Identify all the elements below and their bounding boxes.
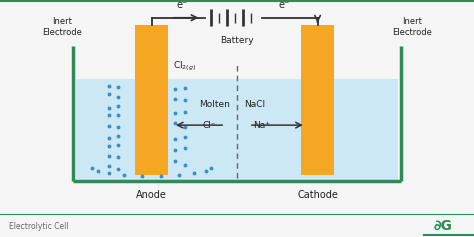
Bar — [301, 25, 334, 175]
Text: Cl$_{2(g)}$: Cl$_{2(g)}$ — [173, 60, 196, 73]
Text: ∂G: ∂G — [434, 219, 453, 233]
Text: Cl⁻: Cl⁻ — [202, 121, 216, 130]
Text: Inert
Electrode: Inert Electrode — [392, 17, 432, 37]
Text: Anode: Anode — [136, 190, 167, 200]
Text: Na⁺: Na⁺ — [254, 121, 271, 130]
Bar — [76, 79, 398, 180]
Text: Electrolytic Cell: Electrolytic Cell — [9, 222, 69, 231]
Text: e⁻: e⁻ — [279, 0, 290, 10]
Text: NaCl: NaCl — [244, 100, 265, 109]
Text: e⁻: e⁻ — [177, 0, 188, 10]
Bar — [135, 25, 168, 175]
Text: Molten: Molten — [199, 100, 230, 109]
Text: Cathode: Cathode — [297, 190, 338, 200]
Text: Battery: Battery — [220, 36, 254, 46]
Text: Inert
Electrode: Inert Electrode — [42, 17, 82, 37]
